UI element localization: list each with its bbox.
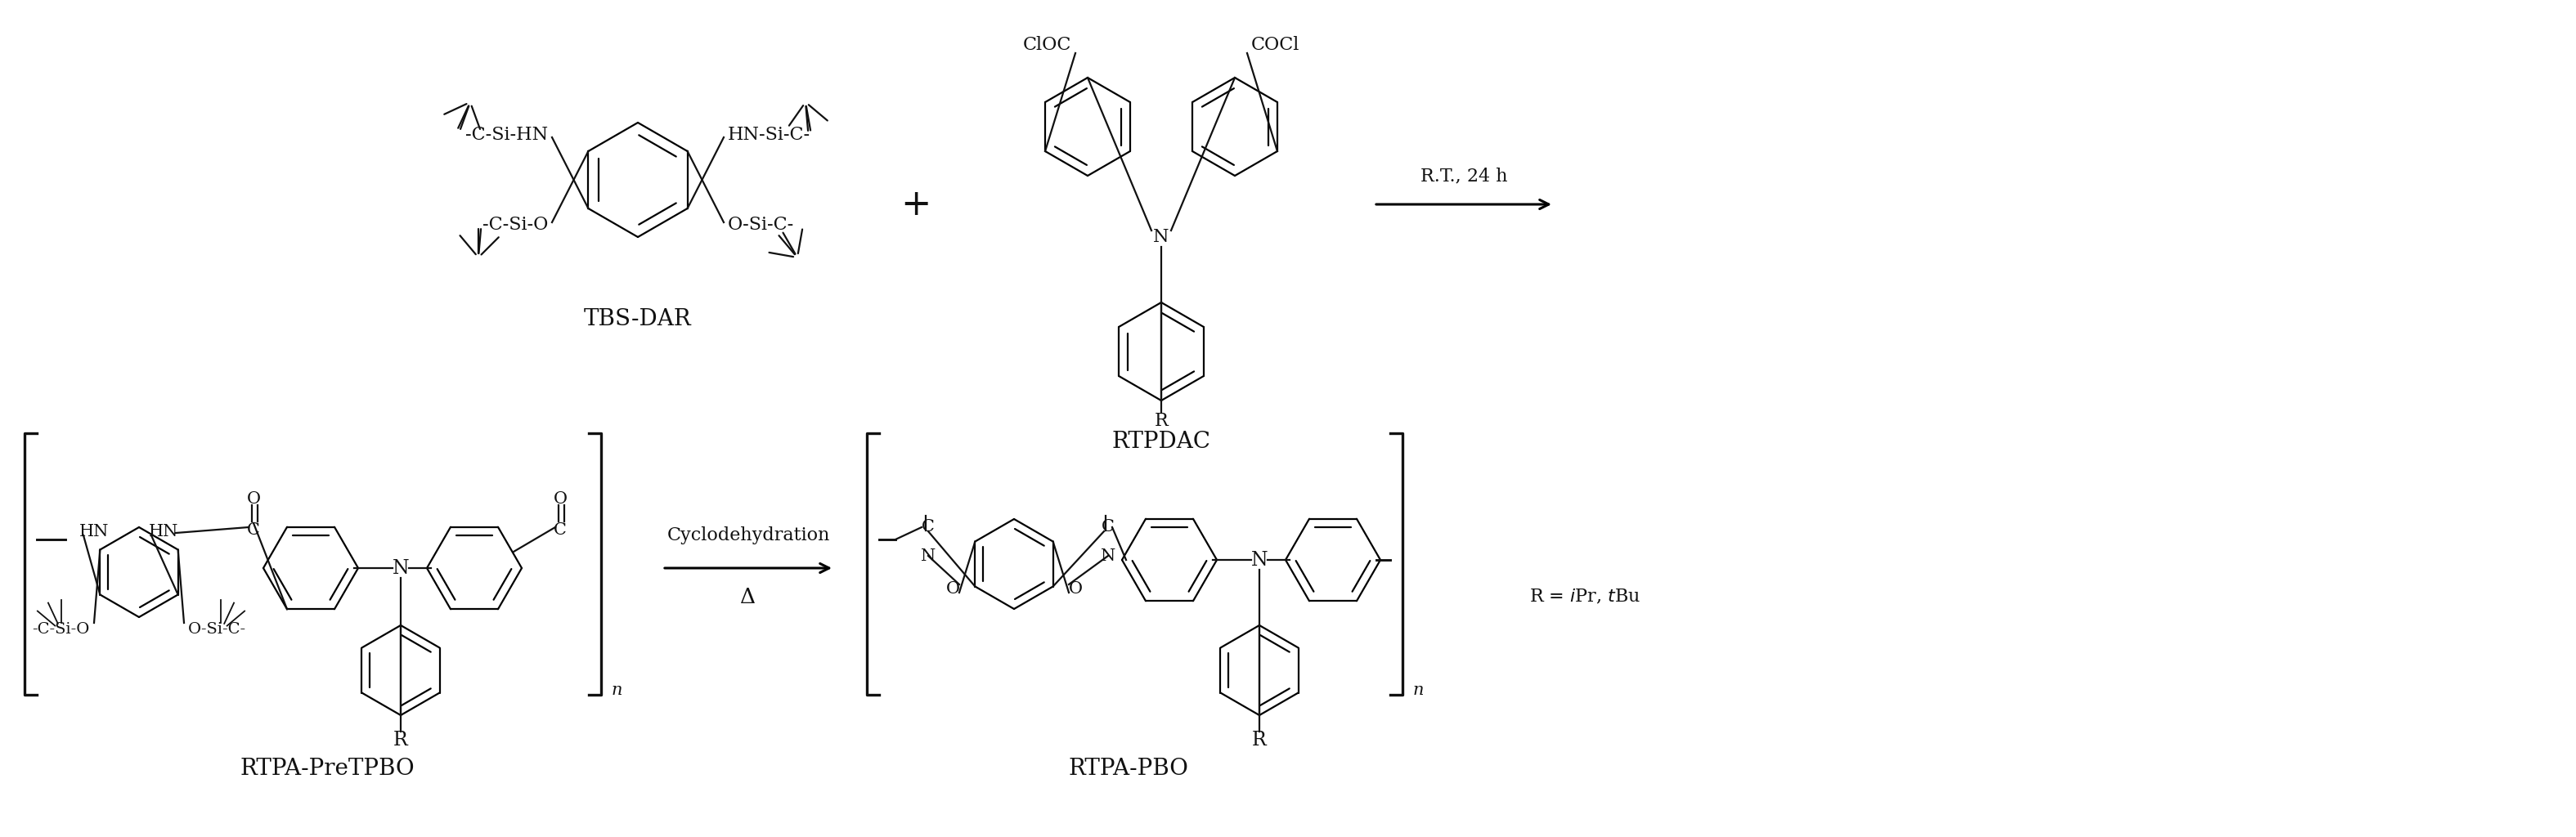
Text: -C-Si-HN: -C-Si-HN (466, 126, 549, 144)
Text: R: R (1252, 731, 1267, 749)
Text: O-Si-C-: O-Si-C- (188, 622, 247, 637)
Text: HN-Si-C-: HN-Si-C- (729, 126, 811, 144)
Text: C: C (247, 522, 260, 537)
Text: R.T., 24 h: R.T., 24 h (1419, 167, 1507, 185)
Text: N: N (1252, 551, 1267, 569)
Text: R = $i$Pr, $t$Bu: R = $i$Pr, $t$Bu (1530, 588, 1641, 606)
Text: HN: HN (80, 523, 108, 539)
Text: R: R (1154, 412, 1167, 430)
Text: R: R (394, 731, 407, 749)
Text: n: n (1414, 683, 1425, 698)
Text: Δ: Δ (739, 587, 755, 607)
Text: O-Si-C-: O-Si-C- (729, 216, 793, 234)
Text: N: N (1100, 548, 1115, 563)
Text: N: N (920, 548, 935, 563)
Text: -C-Si-O: -C-Si-O (482, 216, 549, 234)
Text: ClOC: ClOC (1023, 36, 1072, 54)
Text: COCl: COCl (1252, 36, 1301, 54)
Text: O: O (247, 490, 260, 506)
Text: HN: HN (149, 523, 178, 539)
Text: TBS-DAR: TBS-DAR (585, 308, 693, 330)
Text: N: N (392, 558, 410, 578)
Text: RTPA-PreTPBO: RTPA-PreTPBO (240, 757, 415, 779)
Text: RTPDAC: RTPDAC (1113, 430, 1211, 453)
Text: C: C (554, 522, 567, 537)
Text: -C-Si-O: -C-Si-O (33, 622, 90, 637)
Text: C: C (922, 520, 935, 535)
Text: C: C (1103, 520, 1115, 535)
Text: n: n (611, 683, 623, 698)
Text: +: + (902, 187, 930, 222)
Text: RTPA-PBO: RTPA-PBO (1069, 757, 1188, 779)
Text: Cyclodehydration: Cyclodehydration (667, 526, 829, 544)
Text: O: O (945, 581, 961, 596)
Text: O: O (554, 490, 567, 506)
Text: N: N (1154, 228, 1170, 246)
Text: O: O (1069, 581, 1082, 596)
